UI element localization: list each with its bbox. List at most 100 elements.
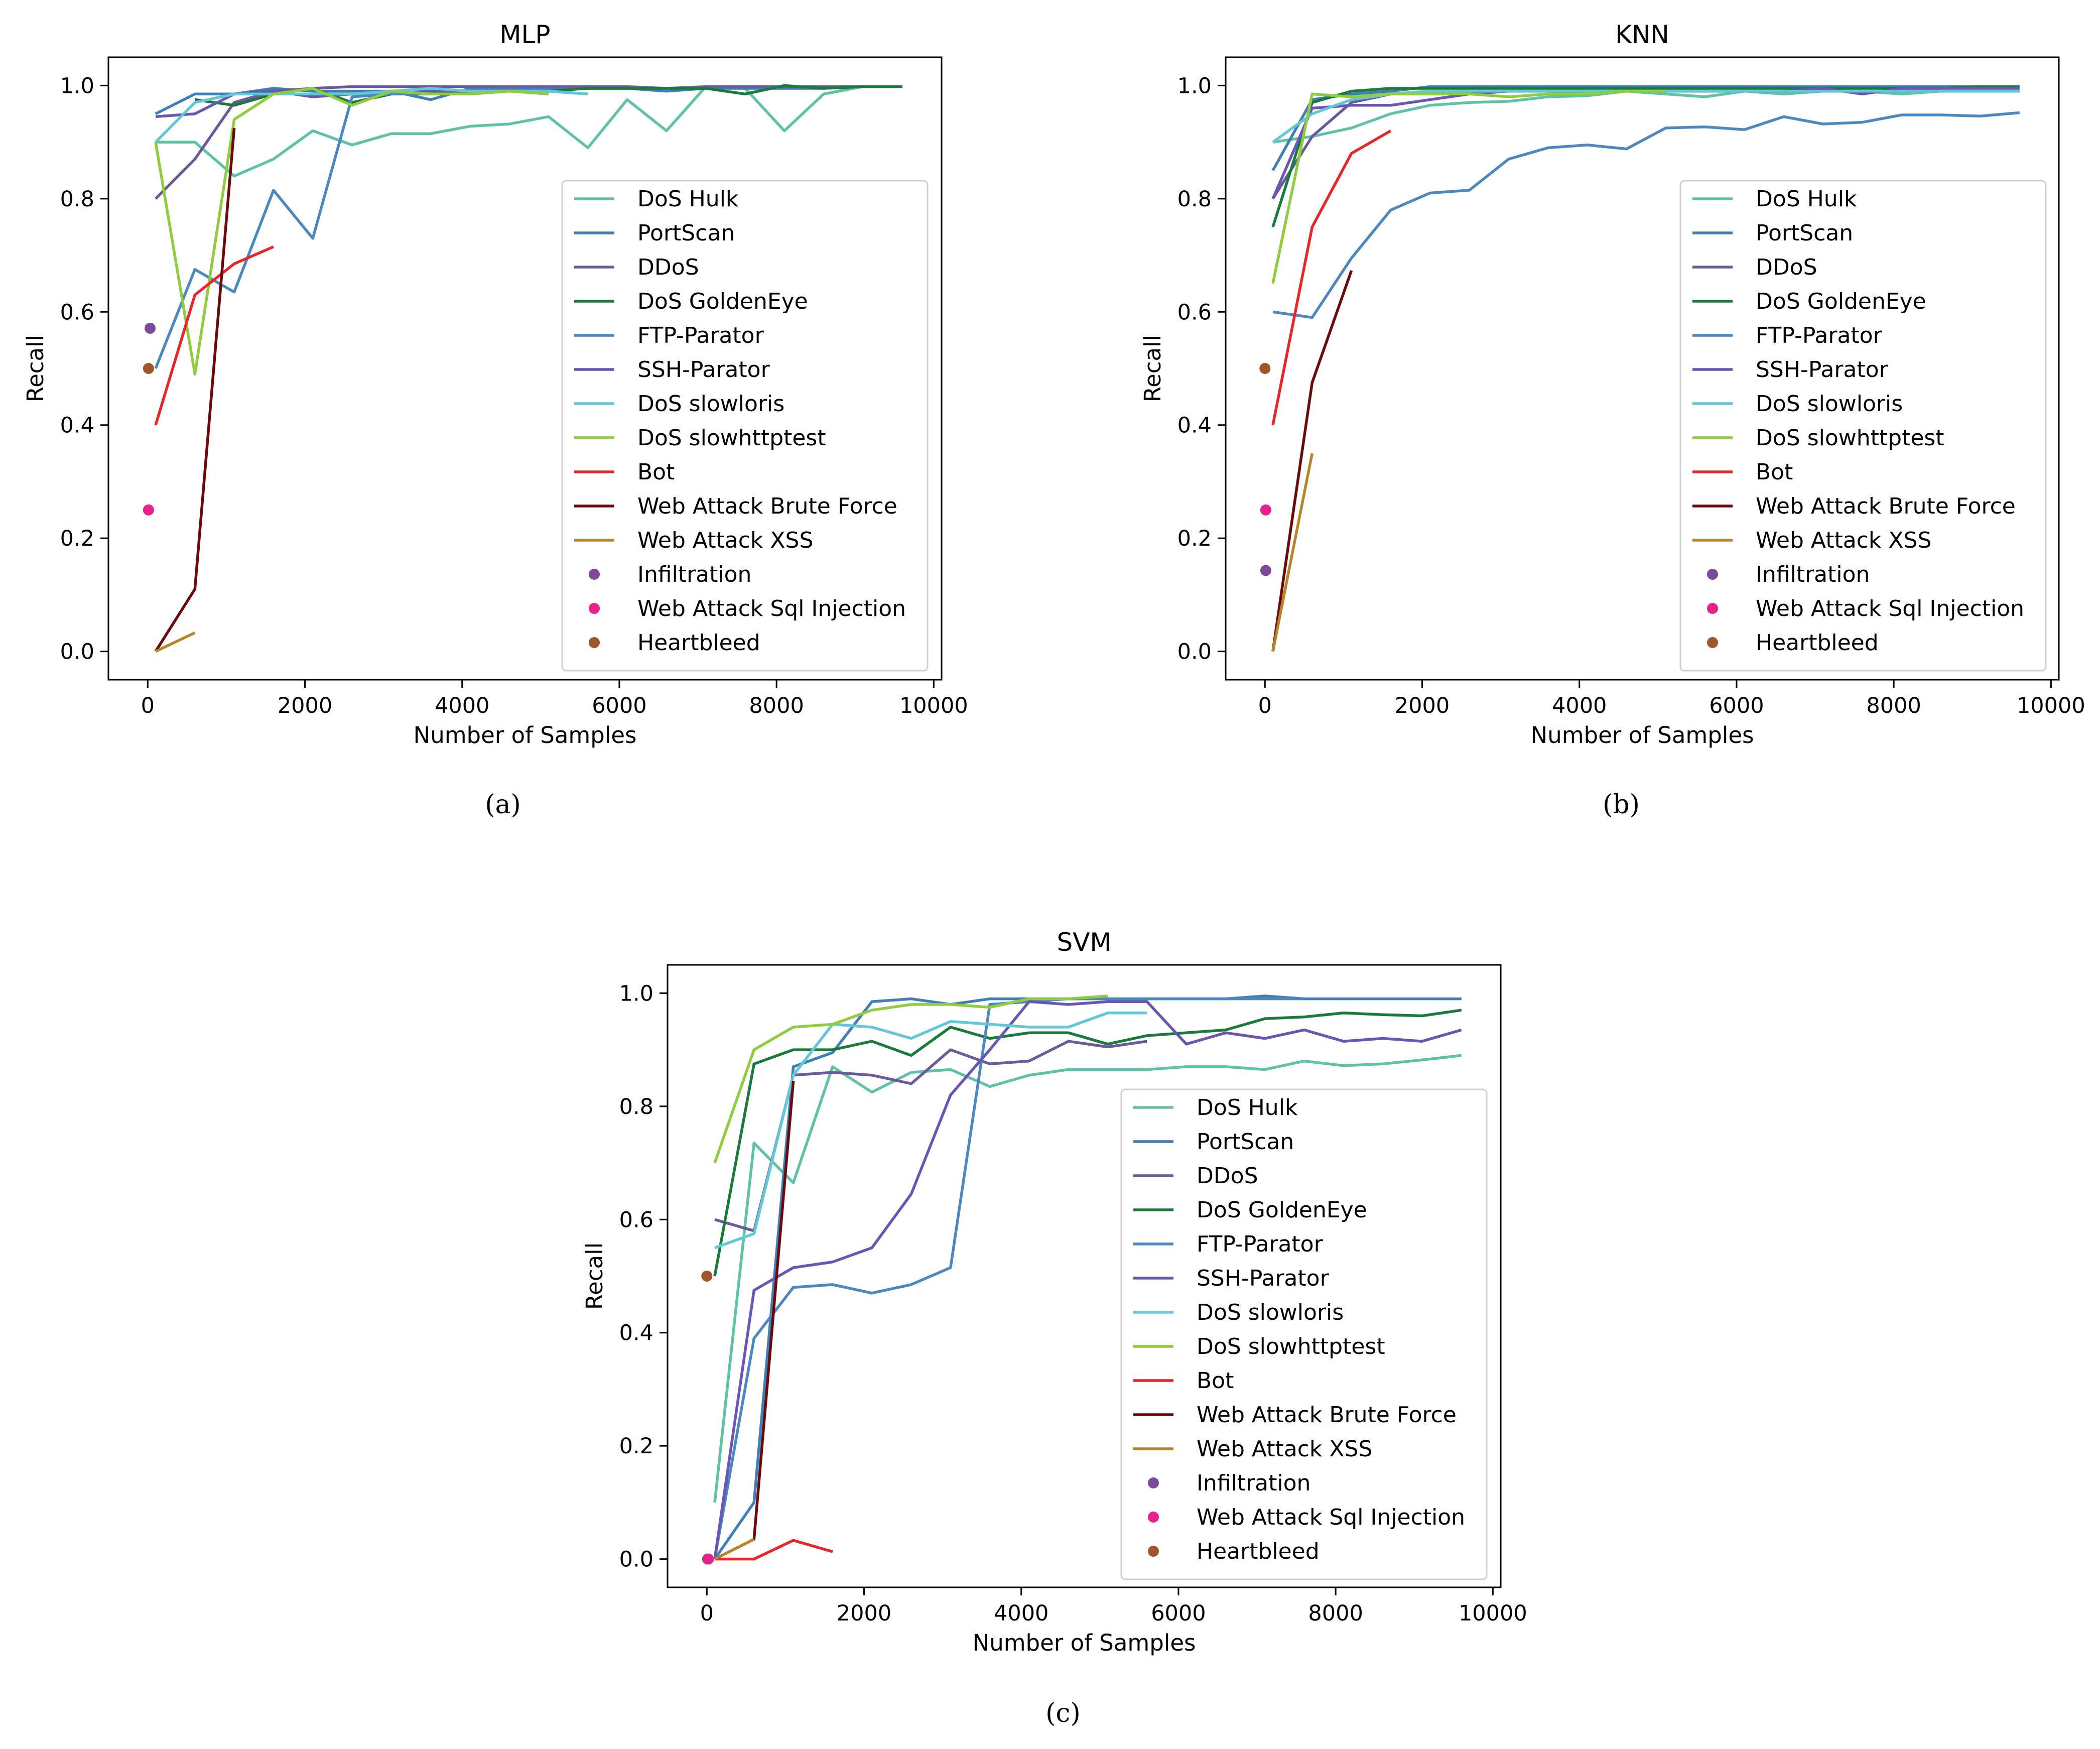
legend-label: Web Attack Brute Force: [1197, 1402, 1457, 1428]
x-tick-label: 0: [141, 693, 155, 718]
x-tick-label: 4000: [1552, 693, 1607, 718]
y-tick-label: 0.0: [619, 1547, 653, 1572]
point-infiltration: [1260, 565, 1271, 576]
series-line-ftp-parator: [154, 89, 588, 369]
y-tick-label: 0.4: [619, 1321, 653, 1346]
legend-label: Web Attack Brute Force: [1756, 493, 2016, 519]
series-line-ssh-parator: [713, 1000, 1462, 1559]
x-tick-label: 10000: [2017, 693, 2085, 718]
legend-label: Infiltration: [1756, 562, 1870, 587]
y-tick-label: 0.0: [1177, 640, 1212, 665]
point-heartbleed: [701, 1271, 713, 1282]
legend: DoS Hulk PortScan DDoS DoS GoldenEye FTP-Par…: [1120, 1088, 1488, 1580]
legend-label: FTP-Parator: [1756, 323, 1883, 348]
legend-label: DoS GoldenEye: [1756, 289, 1926, 314]
y-tick-label: 0.4: [1177, 413, 1212, 438]
y-tick-label: 0.0: [60, 640, 94, 665]
series-line-dos-hulk: [1272, 89, 2020, 144]
legend-marker: [589, 603, 600, 614]
y-tick-label: 0.2: [1177, 526, 1212, 551]
y-axis-label: Recall: [1139, 335, 1166, 402]
x-tick-label: 10000: [1459, 1601, 1527, 1626]
x-tick-label: 10000: [899, 693, 968, 718]
legend-label: DoS slowloris: [1756, 391, 1903, 417]
legend-label: Web Attack Sql Injection: [1197, 1505, 1465, 1530]
x-tick-label: 8000: [1866, 693, 1921, 718]
legend-label: Web Attack XSS: [1197, 1436, 1372, 1462]
x-tick-label: 0: [1258, 693, 1272, 718]
series-line-portscan: [1271, 85, 2020, 171]
chart-panel-knn: KNN 0 2000 4000 6000 8000 10000 0.0 0.2 0.4 0.6 0.8…: [1139, 20, 2085, 820]
legend-label: PortScan: [1197, 1129, 1294, 1155]
x-tick-label: 4000: [994, 1601, 1048, 1626]
legend-label: Bot: [1756, 459, 1793, 485]
y-tick-label: 0.8: [1177, 187, 1212, 212]
y-axis-label: Recall: [22, 335, 49, 402]
legend-label: Heartbleed: [1756, 630, 1879, 656]
legend-label: SSH-Parator: [1756, 357, 1889, 383]
series-line-web-attack-xss: [714, 1538, 755, 1561]
legend-label: SSH-Parator: [637, 357, 770, 383]
plot-frame: [107, 56, 943, 681]
y-axis-label: Recall: [581, 1242, 608, 1310]
legend-label: DoS GoldenEye: [1197, 1197, 1367, 1223]
x-tick-label: 8000: [1308, 1601, 1363, 1626]
x-tick-label: 0: [700, 1601, 714, 1626]
series-line-dos-hulk: [713, 1054, 1462, 1503]
chart-title: SVM: [1057, 928, 1111, 957]
legend-label: Bot: [637, 459, 675, 485]
series-line-dos-slowhttptest: [154, 87, 549, 376]
y-tick-label: 0.2: [619, 1434, 653, 1459]
x-axis-label: Number of Samples: [1531, 722, 1754, 748]
x-tick-label: 8000: [749, 693, 804, 718]
y-tick-label: 0.6: [1177, 300, 1212, 325]
legend-marker: [1148, 1477, 1159, 1488]
legend-label: DoS slowloris: [1197, 1300, 1344, 1325]
point-web-attack-sql-injection: [703, 1553, 714, 1565]
y-tick-label: 0.2: [60, 526, 94, 551]
legend-marker: [1148, 1512, 1159, 1523]
legend-label: Web Attack XSS: [1756, 528, 1931, 553]
series-line-dos-slowhttptest: [713, 994, 1108, 1164]
panel-caption: (a): [485, 790, 521, 820]
series-line-web-attack-xss: [155, 631, 196, 653]
legend-label: PortScan: [1756, 220, 1853, 246]
legend-label: Heartbleed: [637, 630, 760, 656]
legend-marker: [1148, 1546, 1159, 1557]
legend-label: Web Attack Sql Injection: [1756, 596, 2024, 621]
y-tick-label: 1.0: [619, 981, 653, 1006]
series-line-dos-slowhttptest: [1271, 89, 1666, 284]
series-line-web-attack-brute-force: [1271, 270, 1353, 652]
y-tick-label: 0.8: [60, 187, 94, 212]
x-tick-label: 6000: [1709, 693, 1764, 718]
legend-label: Bot: [1197, 1368, 1234, 1394]
point-heartbleed: [1259, 363, 1271, 374]
legend-label: DDoS: [637, 255, 699, 280]
point-infiltration: [145, 322, 156, 334]
legend-label: FTP-Parator: [1197, 1231, 1324, 1257]
chart-title: KNN: [1615, 20, 1669, 49]
legend-label: DoS slowhttptest: [1197, 1334, 1385, 1359]
chart-panel-mlp: MLP 0 2000 4000 6000 8000 10000 0.0 0.2 0.4 0.6 0.8…: [22, 20, 968, 820]
legend-box: [1120, 1088, 1488, 1580]
y-tick-label: 0.8: [619, 1094, 653, 1119]
series-line-dos-hulk: [156, 85, 902, 178]
series-line-bot: [715, 1539, 833, 1561]
x-tick-label: 2000: [278, 693, 332, 718]
legend-box: [1679, 180, 2047, 672]
x-axis-label: Number of Samples: [973, 1630, 1196, 1656]
chart-panel-svm: SVM 0 2000 4000 6000 8000 10000 0.0 0.2 0.4 0.6 0.8…: [581, 928, 1527, 1728]
legend-label: Infiltration: [637, 562, 751, 587]
series-line-dos-slowloris: [714, 1012, 1147, 1250]
legend-label: DDoS: [1197, 1163, 1258, 1189]
legend-label: PortScan: [637, 220, 735, 246]
y-tick-label: 0.6: [60, 300, 94, 325]
legend: DoS Hulk PortScan DDoS DoS GoldenEye FTP-Par…: [1679, 180, 2047, 672]
legend-label: DoS slowhttptest: [637, 425, 826, 451]
plot-frame: [1225, 56, 2060, 681]
legend-label: SSH-Parator: [1197, 1266, 1330, 1291]
plot-frame: [667, 964, 1502, 1588]
x-tick-label: 6000: [1151, 1601, 1206, 1626]
panel-caption: (b): [1603, 790, 1640, 820]
